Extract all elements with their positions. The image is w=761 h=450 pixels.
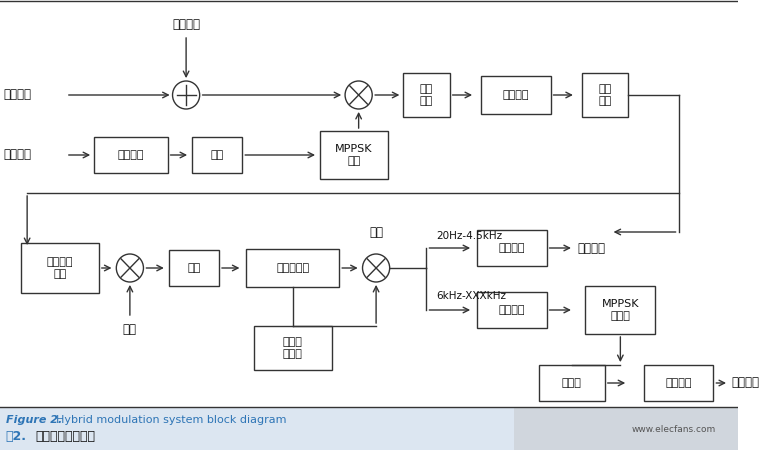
Text: 中放: 中放 [187,263,200,273]
Bar [644,365,713,401]
Bar [477,230,546,266]
Bar [403,73,450,117]
Bar [169,250,219,286]
Bar [192,137,242,173]
Bar [94,137,167,173]
Text: 信道译码: 信道译码 [665,378,692,388]
Bar [514,408,737,450]
Text: 提取相
干载波: 提取相 干载波 [283,337,303,359]
Bar [581,73,628,117]
Text: 音频滤波: 音频滤波 [498,243,525,253]
Bar [539,365,605,401]
Text: 码流输出: 码流输出 [732,377,759,390]
Text: 发射
天线: 发射 天线 [420,84,433,106]
Text: 直流分量: 直流分量 [172,18,200,31]
Text: MPPSK
解调器: MPPSK 解调器 [602,299,639,321]
Text: www.elecfans.com: www.elecfans.com [632,424,716,433]
Text: Figure 2.: Figure 2. [6,415,62,425]
Text: 复合调制系统框图: 复合调制系统框图 [35,429,95,442]
Text: 6kHz-XXXkHz: 6kHz-XXXkHz [436,291,506,301]
Text: 音频输出: 音频输出 [578,242,606,255]
Bar [247,249,339,287]
Text: 解交织: 解交织 [562,378,582,388]
Bar [320,131,387,179]
Text: 信道编码: 信道编码 [118,150,144,160]
Bar [477,292,546,328]
Text: 接收
天线: 接收 天线 [598,84,612,106]
Bar [254,326,332,370]
Circle shape [362,254,390,282]
Text: 20Hz-4.5kHz: 20Hz-4.5kHz [436,231,502,241]
Text: Hybrid modulation system block diagram: Hybrid modulation system block diagram [56,415,287,425]
Text: 交织: 交织 [211,150,224,160]
Text: 带通滤波: 带通滤波 [498,305,525,315]
Text: 数字信号: 数字信号 [4,148,32,162]
Text: 图2.: 图2. [6,429,27,442]
Bar [0,408,737,450]
Text: 无线信道: 无线信道 [502,90,529,100]
Text: 冲击滤波器: 冲击滤波器 [276,263,309,273]
Bar [585,286,655,334]
Text: 本振: 本振 [123,323,137,336]
Circle shape [116,254,144,282]
Text: 音频信号: 音频信号 [4,89,32,102]
Text: MPPSK
调制: MPPSK 调制 [335,144,373,166]
Circle shape [173,81,199,109]
Bar [21,243,99,293]
Text: 相干: 相干 [369,226,383,239]
Bar [481,76,550,114]
Text: 前置滤波
放大: 前置滤波 放大 [47,257,73,279]
Circle shape [345,81,372,109]
